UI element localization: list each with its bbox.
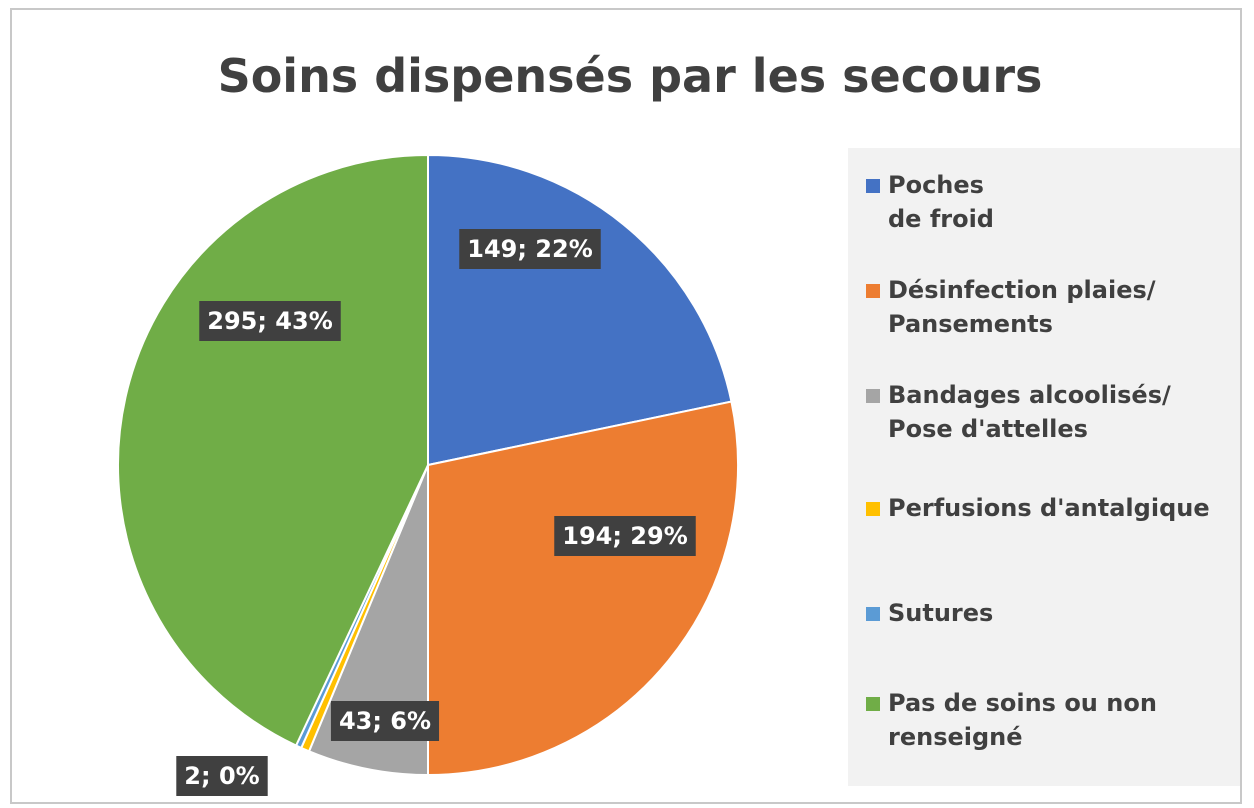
data-label-text: 149; 22% bbox=[467, 235, 593, 263]
data-label: 149; 22% bbox=[459, 229, 601, 269]
legend-swatch bbox=[866, 389, 880, 403]
data-label-text: 194; 29% bbox=[562, 522, 688, 550]
data-label: 2; 0% bbox=[176, 756, 268, 796]
legend-swatch bbox=[866, 179, 880, 193]
data-label: 194; 29% bbox=[554, 516, 696, 556]
legend-item: Désinfection plaies/ Pansements bbox=[864, 273, 1156, 341]
pie-slice bbox=[427, 400, 739, 777]
legend-swatch bbox=[866, 697, 880, 711]
pie-slice bbox=[117, 153, 429, 747]
legend-item: Sutures bbox=[864, 596, 993, 630]
pie-slice bbox=[307, 464, 429, 777]
legend: Poches de froid Désinfection plaies/ Pans… bbox=[848, 148, 1240, 786]
data-label: 295; 43% bbox=[199, 301, 341, 341]
data-label-text: 2; 0% bbox=[184, 762, 259, 790]
legend-label: Désinfection plaies/ Pansements bbox=[888, 276, 1156, 338]
data-label-box bbox=[176, 756, 268, 796]
data-label-box bbox=[330, 701, 440, 741]
legend-label: Bandages alcoolisés/ Pose d'attelles bbox=[888, 381, 1171, 443]
legend-item: Perfusions d'antalgique bbox=[864, 491, 1210, 525]
legend-label: Poches de froid bbox=[888, 171, 994, 233]
data-label-text: 43; 6% bbox=[339, 707, 431, 735]
legend-item: Poches de froid bbox=[864, 168, 994, 236]
data-label: 43; 6% bbox=[330, 701, 440, 741]
legend-item: Bandages alcoolisés/ Pose d'attelles bbox=[864, 378, 1171, 446]
data-label-box bbox=[199, 301, 341, 341]
legend-item: Pas de soins ou non renseigné bbox=[864, 686, 1157, 754]
legend-label: Sutures bbox=[888, 599, 994, 627]
legend-swatch bbox=[866, 284, 880, 298]
legend-label: Perfusions d'antalgique bbox=[888, 494, 1210, 522]
legend-label: Pas de soins ou non renseigné bbox=[888, 689, 1157, 751]
data-label-box bbox=[554, 516, 696, 556]
chart-frame bbox=[10, 8, 1242, 804]
legend-swatch bbox=[866, 502, 880, 516]
legend-swatch bbox=[866, 607, 880, 621]
data-label-box bbox=[459, 229, 601, 269]
data-label-text: 295; 43% bbox=[207, 307, 333, 335]
chart-title: Soins dispensés par les secours bbox=[218, 49, 1043, 103]
